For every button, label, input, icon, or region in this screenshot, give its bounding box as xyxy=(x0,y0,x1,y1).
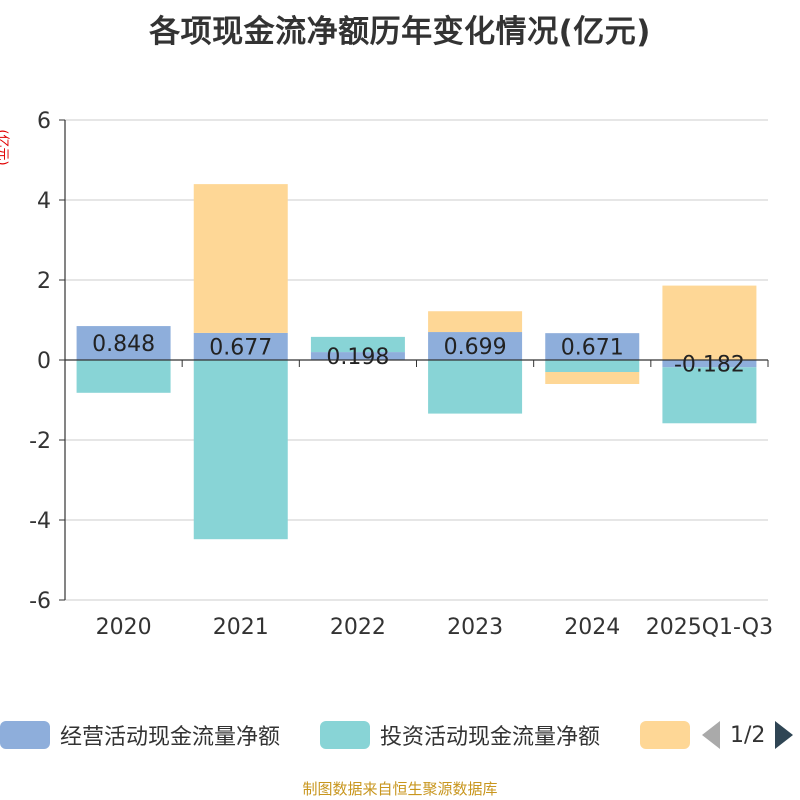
legend-label: 经营活动现金流量净额 xyxy=(60,725,281,750)
legend: 经营活动现金流量净额 投资活动现金流量净额 1/2 xyxy=(0,718,800,752)
bar-chart: 6 4 2 0 -2 -4 -6 2020 2021 2022 2023 2024 2025Q1-Q3 0… xyxy=(29,109,773,640)
bar-1-2021 xyxy=(193,332,288,360)
y-tick-label: -4 xyxy=(29,509,51,534)
chevron-right-icon[interactable] xyxy=(775,721,794,749)
bar-1-2024 xyxy=(545,333,640,360)
x-tick-label: 2021 xyxy=(213,615,269,640)
legend-item-2[interactable]: 投资活动现金流量净额 xyxy=(320,718,600,752)
bar-2-2024 xyxy=(545,360,640,372)
legend-label: 投资活动现金流量净额 xyxy=(380,725,601,750)
y-tick-label: -2 xyxy=(29,429,51,454)
data-label: 0.671 xyxy=(561,336,624,361)
bar-3-2023 xyxy=(428,311,523,333)
bar-1-2023 xyxy=(428,332,523,360)
chevron-left-icon[interactable] xyxy=(702,721,720,749)
x-tick-label: 2024 xyxy=(564,615,620,640)
x-tick-label: 2022 xyxy=(330,615,386,640)
y-tick-label: 6 xyxy=(37,109,51,134)
legend-item-1[interactable]: 经营活动现金流量净额 xyxy=(0,718,280,752)
data-label: 0.848 xyxy=(92,332,155,357)
bar-1-2025Q1-Q3 xyxy=(662,360,757,368)
legend-swatch xyxy=(0,721,50,749)
y-tick-label: 2 xyxy=(37,269,51,294)
y-tick-label: 0 xyxy=(37,349,51,374)
legend-pager: 1/2 xyxy=(702,718,794,752)
bar-3-2021 xyxy=(193,184,288,333)
chart-title: 各项现金流净额历年变化情况(亿元) xyxy=(149,14,651,50)
x-tick-label: 2025Q1-Q3 xyxy=(646,615,773,640)
bar-2-2022 xyxy=(310,336,405,353)
bar-3-2025Q1-Q3 xyxy=(662,285,757,360)
data-label: 0.198 xyxy=(326,345,389,370)
bar-2-2021 xyxy=(193,360,288,540)
legend-item-3[interactable] xyxy=(640,718,700,752)
x-tick-label: 2023 xyxy=(447,615,503,640)
data-label: 0.699 xyxy=(444,335,507,360)
source-note: 制图数据来自恒生聚源数据库 xyxy=(302,780,498,798)
pager-count: 1/2 xyxy=(730,722,766,748)
bar-3-2024 xyxy=(545,372,640,384)
bar-1-2022 xyxy=(310,352,405,360)
legend-swatch xyxy=(320,721,370,749)
y-tick-label: -6 xyxy=(29,589,51,614)
bar-1-2020 xyxy=(76,326,171,360)
bar-2-2023 xyxy=(428,360,523,414)
bar-2-2025Q1-Q3 xyxy=(662,367,757,424)
x-tick-label: 2020 xyxy=(96,615,152,640)
bar-2-2020 xyxy=(76,360,171,393)
data-label: 0.677 xyxy=(209,335,272,360)
y-tick-label: 4 xyxy=(37,189,51,214)
legend-swatch xyxy=(640,721,690,749)
data-label: -0.182 xyxy=(674,353,745,378)
